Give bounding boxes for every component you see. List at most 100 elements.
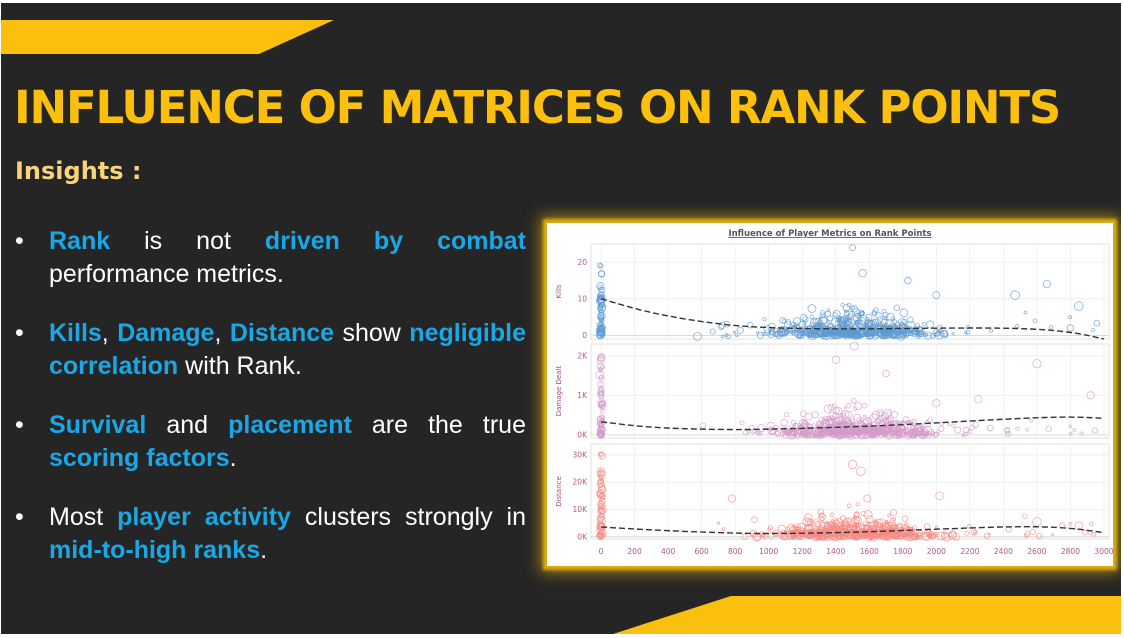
data-point: [747, 321, 754, 329]
data-point: [820, 310, 826, 316]
data-point: [802, 427, 812, 436]
data-point: [889, 517, 896, 524]
data-point: [597, 305, 604, 312]
insight-item: • Rank is not driven by combat performanc…: [13, 225, 526, 291]
slide-title: INFLUENCE OF MATRICES ON RANK POINTS: [14, 81, 1061, 134]
data-point: [816, 421, 825, 430]
data-point: [598, 451, 606, 460]
data-point: [813, 518, 820, 525]
data-point: [878, 411, 884, 417]
data-point: [776, 331, 781, 335]
x-tick-label: 1400: [826, 547, 845, 556]
data-point: [1045, 425, 1052, 432]
data-point: [833, 530, 840, 537]
data-point: [883, 430, 887, 434]
series-kills: [595, 244, 1101, 341]
data-point: [763, 325, 773, 334]
data-point: [1086, 391, 1095, 400]
data-point: [1032, 318, 1038, 323]
data-point: [781, 318, 787, 324]
data-point: [848, 310, 856, 319]
data-point: [756, 331, 764, 339]
data-point: [900, 424, 906, 431]
data-point: [974, 395, 983, 404]
insights-heading: Insights :: [15, 157, 142, 185]
data-point: [864, 423, 874, 433]
insight-text: and: [146, 411, 229, 439]
data-point: [807, 304, 817, 313]
data-point: [856, 318, 863, 324]
highlight-text: player activity: [117, 503, 291, 531]
data-point: [835, 425, 843, 433]
data-point: [600, 478, 604, 483]
data-point: [597, 432, 603, 437]
data-point: [845, 402, 852, 409]
insight-text: clusters strongly in: [290, 503, 527, 531]
data-point: [935, 525, 939, 529]
x-tick-label: 800: [728, 547, 743, 556]
x-tick-label: 1200: [793, 547, 812, 556]
data-point: [748, 424, 755, 431]
data-point: [964, 331, 968, 335]
data-point: [1029, 418, 1033, 423]
data-point: [823, 404, 833, 413]
data-point: [821, 418, 828, 425]
data-point: [824, 533, 832, 541]
data-point: [1048, 325, 1054, 330]
data-point: [1010, 290, 1020, 300]
data-point: [983, 532, 991, 540]
data-point: [597, 313, 605, 321]
data-point: [848, 429, 853, 434]
data-point: [852, 533, 859, 540]
data-point: [1091, 427, 1098, 434]
highlight-text: placement: [228, 411, 352, 439]
data-point: [867, 422, 873, 428]
data-point: [916, 326, 923, 333]
data-point: [598, 400, 606, 409]
highlight-text: driven by combat: [264, 227, 526, 255]
data-point: [785, 329, 791, 335]
data-point: [893, 304, 901, 311]
data-point: [837, 521, 844, 528]
y-tick-label: 0K: [577, 430, 588, 439]
data-point: [849, 341, 859, 351]
panel-background: [590, 443, 1110, 540]
data-point: [1068, 315, 1073, 320]
data-point: [907, 530, 913, 536]
data-point: [882, 369, 890, 378]
y-axis-label: Kills: [555, 284, 563, 298]
data-point: [858, 269, 867, 278]
data-point: [919, 432, 923, 436]
data-point: [717, 521, 721, 525]
data-point: [834, 407, 843, 416]
bullet-dot: •: [15, 227, 24, 255]
y-axis-label: Damage Dealt: [555, 366, 563, 417]
data-point: [813, 533, 819, 539]
data-point: [826, 308, 831, 312]
data-point: [739, 420, 745, 426]
data-point: [903, 533, 910, 541]
insight-item: • Most player activity clusters strongly …: [13, 501, 526, 567]
data-point: [596, 328, 606, 337]
data-point: [866, 417, 870, 422]
insight-text: are the true: [351, 411, 526, 439]
x-tick-label: 2000: [927, 547, 946, 556]
y-tick-label: 20: [577, 258, 587, 267]
data-point: [781, 430, 787, 436]
data-point: [596, 415, 604, 423]
data-point: [597, 325, 605, 334]
highlight-text: Damage: [117, 319, 215, 347]
data-point: [863, 494, 872, 503]
data-point: [767, 527, 772, 532]
data-point: [863, 414, 867, 418]
data-point: [863, 331, 869, 338]
data-point: [842, 304, 851, 312]
data-point: [848, 244, 856, 252]
data-point: [830, 329, 835, 333]
data-point: [856, 523, 862, 528]
data-point: [767, 322, 776, 332]
y-axis-label: Distance: [555, 476, 563, 507]
data-point: [832, 312, 838, 318]
data-point: [891, 431, 896, 436]
data-point: [598, 375, 605, 382]
